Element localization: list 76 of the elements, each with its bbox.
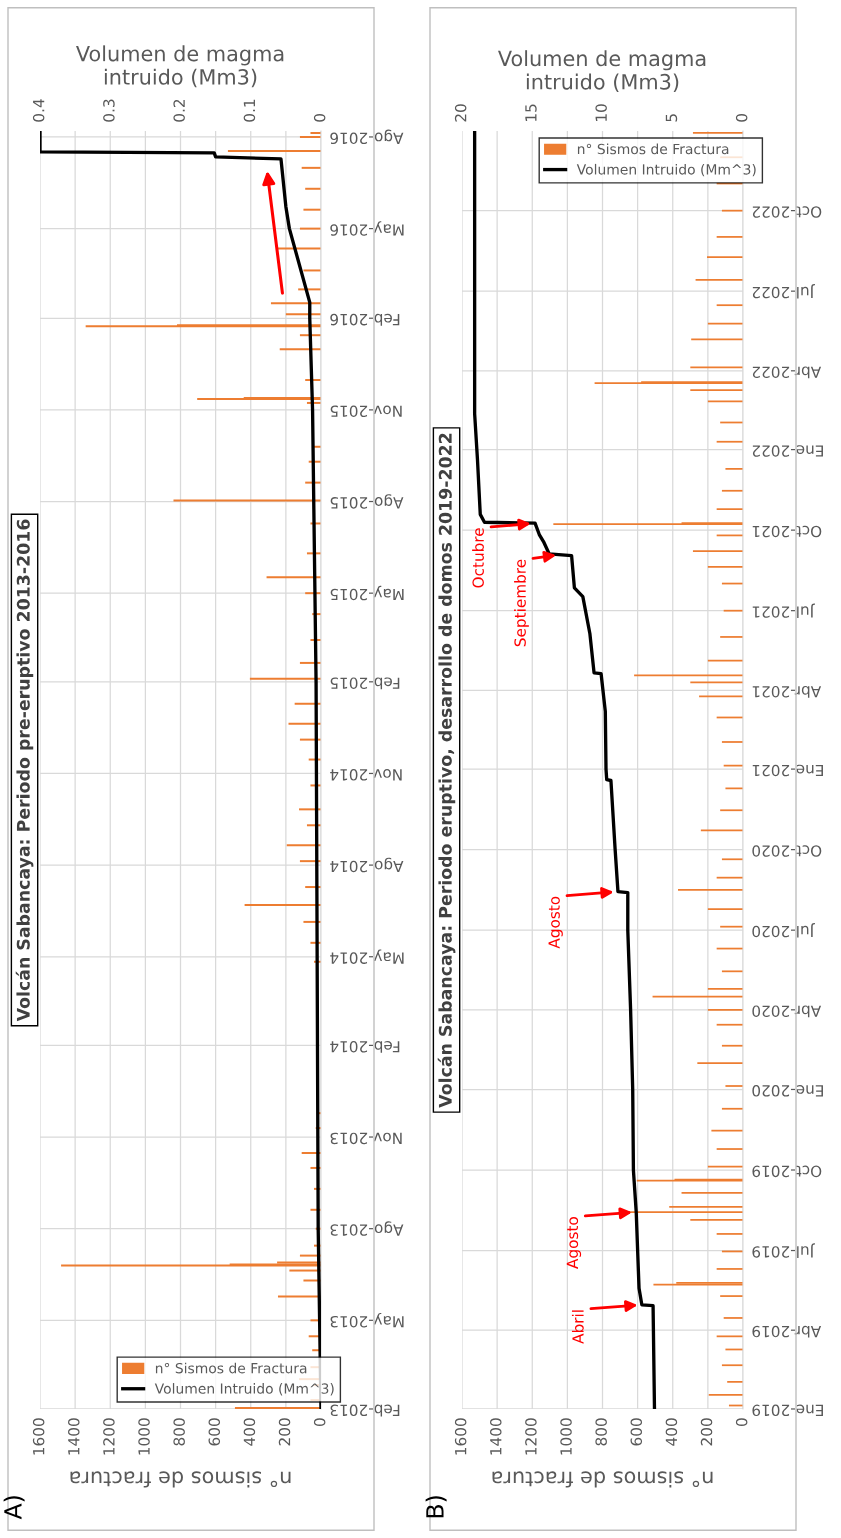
y-tick-label: Ene-2021 [752,764,823,777]
y-tick-label: Jul-2021 [752,603,815,619]
x-tick-label: 400 [665,1418,678,1446]
y-tick-label: Ago-2016 [330,129,404,145]
y-tick-label: Abr-2020 [752,1005,822,1018]
y-tick-label: Oct-2020 [752,845,822,857]
text: Volcán Sabancaya: Periodo pre-eruptivo 2013-2016 [15,519,34,1022]
y-tick-label: Ene-2020 [752,1085,823,1097]
y-tick-label: Nov-2015 [330,405,402,418]
x2-tick-label: 0.2 [173,99,185,122]
y-tick-label: May-2015 [330,585,404,601]
y-tick-label: May-2013 [330,1312,404,1328]
x-tick-label: 1000 [560,1418,572,1455]
text: Volcán Sabancaya: Periodo eruptivo, desarrollo de domos 2019-2022 [437,433,456,1108]
x2-tick-label: 5 [665,114,678,122]
x2-tick-label: 0.1 [243,99,256,122]
x2-tick-label: 0.3 [103,99,115,122]
x2-tick-label: 10 [595,104,607,121]
x2-tick-label: 15 [525,104,537,121]
x-tick-label: 800 [173,1418,185,1446]
legend-label: n° Sismos de Fractura [155,1362,307,1374]
x-tick-label: 1200 [525,1418,537,1455]
x-tick-label: 0 [313,1418,326,1427]
y-tick-label: Ago-2014 [330,857,404,873]
x2-tick-label: 0.4 [32,99,45,122]
y-tick-label: Ene-2019 [752,1404,823,1417]
y-tick-label: Ago-2015 [330,494,404,509]
annotation: Octubre [472,528,484,588]
annotation: Agosto [566,1217,582,1269]
y-tick-label: Abr-2019 [752,1325,822,1338]
y-tick-label: Nov-2013 [330,1132,402,1145]
x-tick-label: 1000 [138,1418,150,1455]
y-tick-label: Feb-2015 [330,677,400,690]
y-tick-label: May-2016 [330,221,404,236]
x-tick-label: 200 [700,1418,713,1446]
y-tick-label: Abr-2022 [752,366,822,379]
legend-label: Volumen Intruido (Mm^3) [154,1383,334,1396]
y-tick-label: Feb-2014 [330,1040,400,1053]
y-tick-label: Ago-2013 [330,1221,404,1236]
annotation: Agosto [548,896,563,949]
y-tick-label: Nov-2014 [330,769,402,781]
y-tick-label: Oct-2021 [752,525,822,538]
legend-label: Volumen Intruido (Mm^3) [576,163,756,177]
y-tick-label: Jul-2019 [752,1243,815,1258]
x-tick-label: 400 [243,1418,256,1446]
x-axis-title: n° sismos de fractura [70,1471,291,1488]
y-tick-label: Abr-2021 [752,685,822,698]
y-tick-label: Oct-2022 [752,206,822,218]
x2-tick-label: 20 [454,104,467,122]
x-tick-label: 1200 [103,1418,115,1455]
x-tick-label: 0 [735,1418,748,1427]
x-tick-label: 200 [278,1418,291,1446]
legend-label: n° Sismos de Fractura [577,143,729,155]
text: B) [425,1496,447,1518]
y-tick-label: Feb-2013 [330,1404,400,1417]
x-tick-label: 600 [208,1418,221,1446]
text: A) [3,1496,25,1520]
annotation: Abril [571,1310,584,1344]
y-tick-label: Feb-2016 [330,313,400,326]
x2-tick-label: 0 [313,113,326,122]
x2-axis-title: Volumen de magma intruido (Mm3) [498,50,706,93]
x-tick-label: 1400 [490,1418,502,1455]
y-tick-label: Ene-2022 [752,445,823,457]
x2-axis-title: Volumen de magma intruido (Mm3) [76,45,284,88]
y-tick-label: May-2014 [330,949,404,964]
x-tick-label: 1600 [454,1418,467,1455]
x-tick-label: 600 [630,1418,643,1446]
y-tick-label: Oct-2019 [752,1165,822,1178]
x-tick-label: 1600 [32,1418,45,1455]
x-axis-title: n° sismos de fractura [492,1471,713,1488]
x2-tick-label: 0 [735,113,748,122]
y-tick-label: Jul-2022 [752,283,815,299]
x-tick-label: 800 [595,1418,607,1446]
x-tick-label: 1400 [68,1418,80,1455]
annotation: Septiembre [514,559,529,647]
y-tick-label: Jul-2020 [752,922,815,938]
